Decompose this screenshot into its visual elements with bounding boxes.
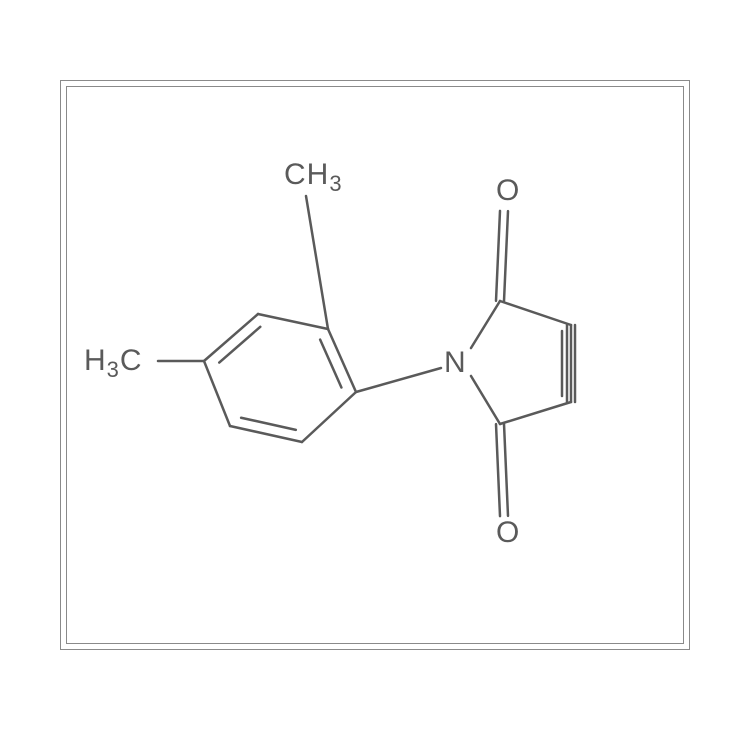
atom-ch3-top: CH3: [284, 158, 343, 197]
atom-ch3-left: H3C: [84, 344, 143, 383]
molecule-svg: [66, 86, 684, 644]
atom-o-top: O: [496, 174, 520, 208]
atom-o-bottom: O: [496, 516, 520, 550]
atom-n: N: [444, 346, 467, 380]
